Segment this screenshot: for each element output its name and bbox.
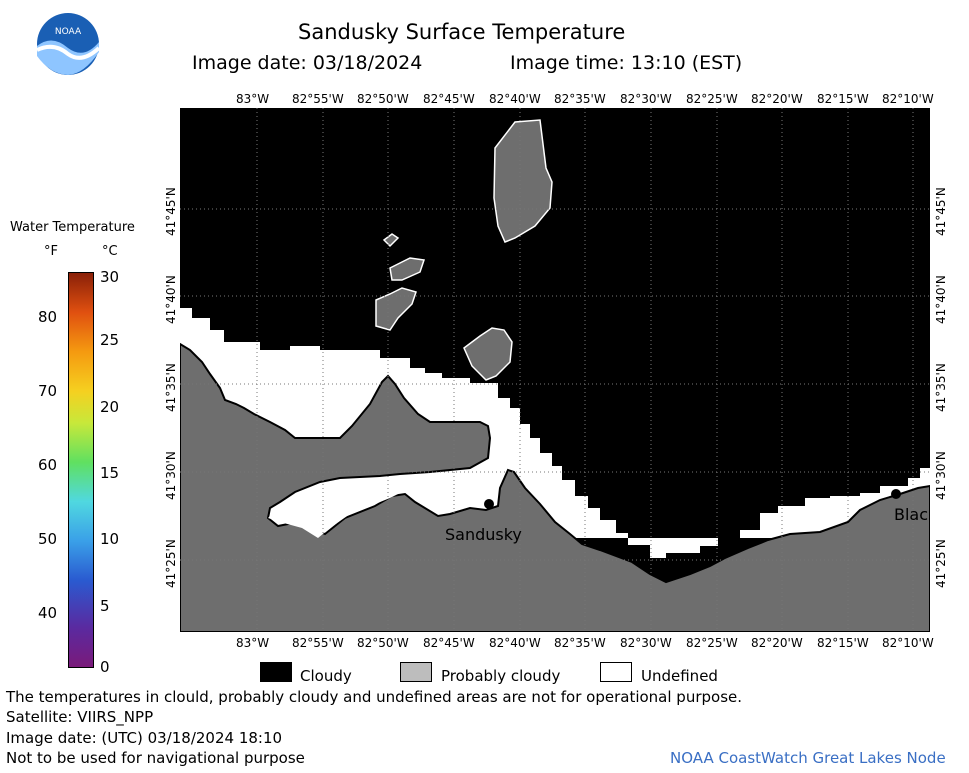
island-1 <box>493 119 553 243</box>
c-tick: 0 <box>100 658 110 676</box>
legend-undefined-label: Undefined <box>641 667 718 685</box>
lat-label: 41°30'N <box>164 451 178 500</box>
probably-cloudy-land <box>180 342 930 632</box>
lon-label: 82°25'W <box>686 92 738 106</box>
island-2 <box>463 327 513 381</box>
lon-label: 83°W <box>236 636 270 650</box>
lat-label: 41°40'N <box>164 275 178 324</box>
sandusky-bay <box>268 480 398 538</box>
footer-utc-date: Image date: (UTC) 03/18/2024 18:10 <box>6 729 283 747</box>
page-title: Sandusky Surface Temperature <box>298 20 626 44</box>
legend-cloudy-swatch <box>260 662 292 682</box>
image-time: Image time: 13:10 (EST) <box>510 52 743 74</box>
c-tick: 20 <box>100 398 120 416</box>
lat-label: 41°25'N <box>164 539 178 588</box>
lon-label: 82°35'W <box>554 92 606 106</box>
sandusky-marker <box>484 499 494 509</box>
lon-label: 82°10'W <box>882 92 934 106</box>
lat-label: 41°35'N <box>164 363 178 412</box>
lat-label: 41°35'N <box>934 363 948 412</box>
lon-label: 82°10'W <box>882 636 934 650</box>
legend-undefined-swatch <box>600 662 632 682</box>
f-tick: 50 <box>38 530 58 548</box>
lon-label: 82°20'W <box>751 636 803 650</box>
footer-nav-warning: Not to be used for navigational purpose <box>6 749 305 767</box>
lon-label: 82°20'W <box>751 92 803 106</box>
c-tick: 30 <box>100 268 120 286</box>
colorbar-gradient <box>68 272 94 668</box>
island-4 <box>389 257 425 281</box>
lon-label: 82°55'W <box>292 636 344 650</box>
lon-label: 82°40'W <box>489 92 541 106</box>
noaa-logo-text: NOAA <box>55 27 82 37</box>
f-tick: 80 <box>38 308 58 326</box>
footer-satellite: Satellite: VIIRS_NPP <box>6 708 154 726</box>
c-tick: 15 <box>100 464 120 482</box>
lat-label: 41°45'N <box>164 187 178 236</box>
island-3 <box>375 287 417 331</box>
f-tick: 40 <box>38 604 58 622</box>
image-date: Image date: 03/18/2024 <box>192 52 423 74</box>
lon-label: 82°50'W <box>357 92 409 106</box>
blac-label: Blac <box>894 505 928 524</box>
lon-label: 82°55'W <box>292 92 344 106</box>
lat-label: 41°25'N <box>934 539 948 588</box>
legend-probably-cloudy-label: Probably cloudy <box>441 667 561 685</box>
colorbar-unit-c: °C <box>102 244 118 259</box>
lon-label: 82°15'W <box>817 92 869 106</box>
legend-probably-cloudy-swatch <box>400 662 432 682</box>
map-panel: Sandusky Blac <box>180 108 930 632</box>
colorbar-title: Water Temperature <box>10 220 135 235</box>
lon-label: 82°40'W <box>489 636 541 650</box>
sandusky-label: Sandusky <box>445 525 522 544</box>
c-tick: 10 <box>100 530 120 548</box>
lon-label: 82°15'W <box>817 636 869 650</box>
lon-label: 82°25'W <box>686 636 738 650</box>
lat-label: 41°30'N <box>934 451 948 500</box>
noaa-logo: NOAA <box>36 13 100 75</box>
lat-label: 41°40'N <box>934 275 948 324</box>
graticule <box>180 108 930 632</box>
lon-label: 82°30'W <box>620 636 672 650</box>
c-tick: 25 <box>100 331 120 349</box>
lon-label: 82°45'W <box>423 92 475 106</box>
lon-label: 82°30'W <box>620 92 672 106</box>
blac-marker <box>891 489 901 499</box>
footer-credit[interactable]: NOAA CoastWatch Great Lakes Node <box>670 749 946 767</box>
f-tick: 70 <box>38 382 58 400</box>
colorbar-unit-f: °F <box>44 244 58 259</box>
c-tick: 5 <box>100 597 110 615</box>
lon-label: 82°35'W <box>554 636 606 650</box>
f-tick: 60 <box>38 456 58 474</box>
footer-note: The temperatures in clould, probably clo… <box>6 688 743 706</box>
lon-label: 82°45'W <box>423 636 475 650</box>
lon-label: 83°W <box>236 92 270 106</box>
lat-label: 41°45'N <box>934 187 948 236</box>
legend-cloudy-label: Cloudy <box>300 667 352 685</box>
lon-label: 82°50'W <box>357 636 409 650</box>
